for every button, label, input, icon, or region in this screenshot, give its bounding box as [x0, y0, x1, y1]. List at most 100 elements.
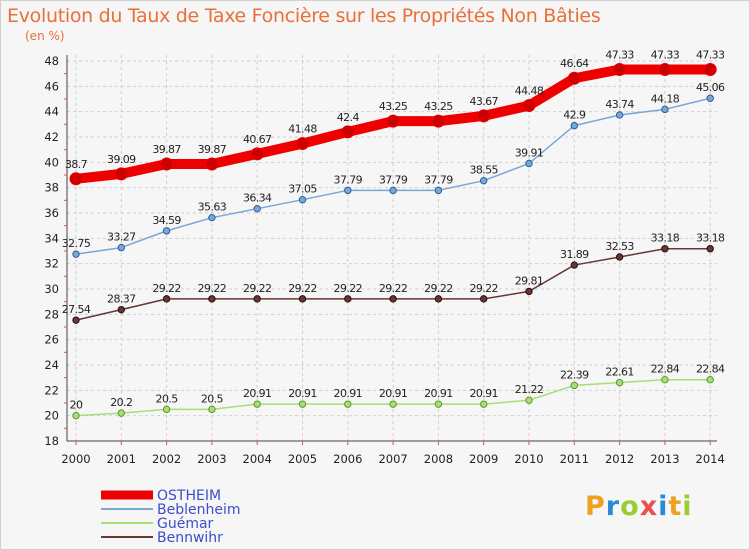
data-label: 43.25 — [424, 100, 453, 113]
data-label: 29.22 — [243, 282, 272, 295]
y-tick-label: 36 — [44, 206, 59, 220]
data-label: 29.22 — [198, 282, 227, 295]
data-label: 22.39 — [560, 368, 589, 381]
data-point — [162, 405, 171, 414]
data-label: 20.91 — [288, 387, 317, 400]
data-label: 20.2 — [110, 396, 132, 409]
data-label: 29.22 — [379, 282, 408, 295]
data-label: 37.79 — [379, 173, 408, 186]
data-point — [480, 177, 488, 185]
data-label: 43.25 — [379, 100, 408, 113]
data-point — [114, 167, 128, 181]
data-point — [298, 196, 307, 204]
data-point — [570, 121, 578, 130]
data-point — [253, 400, 261, 408]
x-tick-label: 2009 — [469, 452, 498, 466]
data-point — [344, 186, 352, 195]
data-point — [661, 245, 669, 253]
data-label: 20.91 — [469, 387, 498, 400]
y-tick-label: 44 — [44, 105, 59, 119]
data-point — [615, 253, 624, 261]
legend-label-beblenheim: Beblenheim — [157, 502, 241, 518]
data-label: 43.74 — [605, 98, 634, 111]
data-label: 29.81 — [515, 274, 544, 287]
data-point — [208, 295, 216, 303]
data-point — [69, 172, 83, 186]
data-point — [706, 94, 714, 102]
data-point — [658, 62, 672, 76]
data-point — [72, 316, 80, 324]
data-label: 29.22 — [152, 282, 181, 295]
data-label: 37.79 — [334, 173, 363, 186]
data-label: 20.5 — [201, 392, 224, 405]
data-point — [661, 105, 669, 114]
x-tick-label: 2006 — [333, 452, 362, 466]
data-point — [434, 400, 443, 408]
data-point — [434, 295, 443, 303]
y-tick-label: 48 — [44, 54, 59, 68]
data-label: 46.64 — [560, 57, 589, 70]
data-point — [341, 125, 355, 139]
data-label: 39.87 — [152, 143, 181, 156]
data-point — [389, 295, 397, 303]
data-point — [613, 62, 627, 76]
data-label: 32.75 — [62, 237, 91, 250]
data-point — [72, 250, 80, 258]
data-label: 32.53 — [605, 240, 634, 253]
x-tick-label: 2000 — [61, 452, 90, 466]
x-tick-label: 2010 — [514, 452, 543, 466]
data-label: 47.33 — [651, 48, 680, 61]
data-point — [615, 378, 624, 387]
x-tick-label: 2012 — [605, 452, 634, 466]
data-label: 45.06 — [696, 81, 725, 94]
data-point — [162, 295, 171, 303]
x-tick-label: 2004 — [243, 452, 272, 466]
legend-label-guémar: Guémar — [157, 516, 214, 532]
y-tick-label: 38 — [44, 181, 59, 195]
data-label: 21.22 — [515, 383, 544, 396]
data-label: 34.59 — [152, 214, 181, 227]
data-point — [522, 99, 536, 113]
data-label: 41.48 — [288, 123, 317, 136]
data-point — [72, 411, 80, 420]
data-point — [298, 400, 307, 408]
data-point — [525, 396, 533, 404]
data-point — [706, 245, 714, 253]
x-tick-label: 2005 — [288, 452, 317, 466]
y-tick-label: 34 — [44, 231, 59, 245]
y-tick-label: 28 — [44, 307, 59, 321]
data-point — [389, 186, 397, 195]
y-tick-label: 40 — [44, 155, 59, 169]
data-label: 22.61 — [605, 366, 634, 379]
x-tick-label: 2007 — [378, 452, 407, 466]
data-label: 44.18 — [651, 92, 680, 105]
data-label: 29.22 — [288, 282, 317, 295]
data-point — [434, 186, 443, 195]
data-point — [253, 295, 261, 303]
legend-label-bennwihr: Bennwihr — [157, 530, 223, 546]
data-label: 42.4 — [337, 111, 360, 124]
data-label: 35.63 — [198, 201, 227, 214]
data-point — [480, 295, 488, 303]
data-point — [208, 405, 216, 414]
data-point — [615, 111, 624, 119]
data-label: 37.05 — [288, 183, 317, 196]
data-point — [250, 147, 264, 161]
data-point — [706, 375, 714, 384]
data-point — [117, 409, 126, 417]
data-label: 39.09 — [107, 153, 136, 166]
data-label: 39.87 — [198, 143, 227, 156]
data-point — [117, 243, 126, 252]
data-label: 42.9 — [563, 109, 586, 122]
data-label: 29.22 — [469, 282, 498, 295]
y-tick-label: 20 — [44, 409, 59, 423]
data-point — [344, 400, 352, 408]
data-label: 44.48 — [515, 85, 544, 98]
data-point — [160, 157, 174, 171]
data-point — [570, 381, 578, 390]
data-label: 22.84 — [651, 363, 680, 376]
y-tick-label: 42 — [44, 130, 59, 144]
data-label: 22.84 — [696, 363, 725, 376]
data-point — [162, 227, 171, 235]
